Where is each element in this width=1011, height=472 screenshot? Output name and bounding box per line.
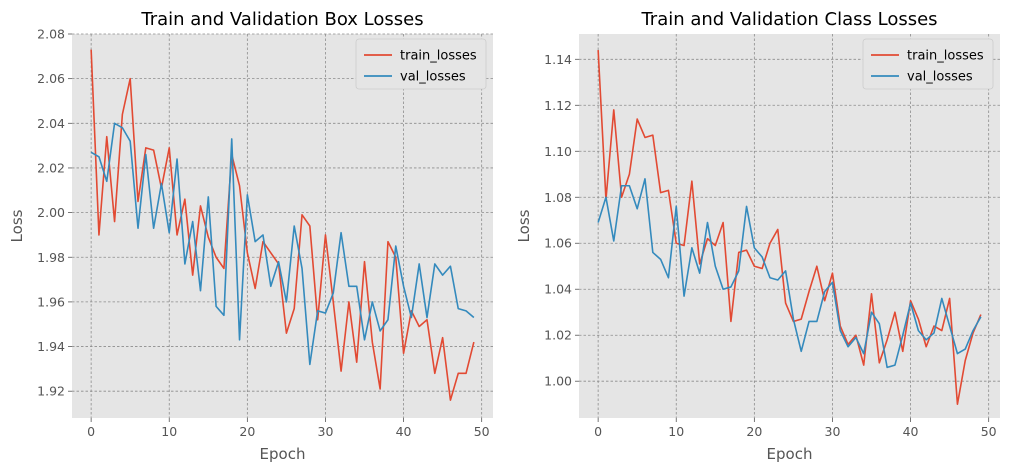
- y-tick-label: 1.10: [544, 144, 572, 159]
- x-tick-label: 30: [318, 424, 334, 439]
- y-tick-label: 2.08: [37, 27, 65, 42]
- y-tick-label: 2.00: [37, 205, 65, 220]
- x-axis-label: Epoch: [260, 445, 306, 463]
- y-tick-label: 1.94: [37, 339, 65, 354]
- series-line-val-losses: [597, 178, 982, 369]
- y-tick-label: 1.00: [544, 374, 572, 389]
- y-tick-label: 1.98: [37, 250, 65, 265]
- legend: train_losses val_losses: [355, 38, 487, 90]
- x-tick-label: 40: [396, 424, 412, 439]
- x-tick-label: 0: [87, 424, 95, 439]
- y-tick-label: 1.02: [544, 328, 572, 343]
- y-tick-label: 1.14: [544, 52, 572, 67]
- y-tick-label: 1.06: [544, 236, 572, 251]
- y-tick-label: 2.04: [37, 116, 65, 131]
- series-line-train-losses: [597, 50, 982, 406]
- legend-label: train_losses: [400, 49, 477, 64]
- y-tick-label: 1.04: [544, 282, 572, 297]
- y-axis-label: Loss: [515, 209, 533, 242]
- x-tick-label: 10: [668, 424, 684, 439]
- chart-title: Train and Validation Box Losses: [140, 9, 423, 30]
- legend: train_losses val_losses: [862, 38, 994, 90]
- x-tick-label: 40: [903, 424, 919, 439]
- class-loss-chart: 0 10 20 30 40 50 1.00 1.02 1.04 1.06 1.08 1.10 1.12 1…: [515, 9, 1000, 463]
- legend-label: val_losses: [400, 70, 466, 85]
- x-tick-label: 10: [161, 424, 177, 439]
- chart-title: Train and Validation Class Losses: [640, 9, 937, 30]
- y-tick-label: 1.12: [544, 98, 572, 113]
- x-tick-label: 50: [981, 424, 997, 439]
- x-tick-label: 20: [746, 424, 762, 439]
- x-tick-label: 50: [474, 424, 490, 439]
- x-tick-label: 20: [239, 424, 255, 439]
- x-axis-label: Epoch: [767, 445, 813, 463]
- y-axis-label: Loss: [8, 209, 26, 242]
- y-tick-label: 2.06: [37, 71, 65, 86]
- y-tick-label: 1.92: [37, 384, 65, 399]
- y-tick-label: 1.96: [37, 294, 65, 309]
- x-tick-label: 0: [594, 424, 602, 439]
- series-line-train-losses: [90, 49, 475, 401]
- plot-area: [72, 34, 493, 418]
- legend-label: val_losses: [907, 70, 973, 85]
- y-tick-label: 2.02: [37, 160, 65, 175]
- series-line-val-losses: [90, 122, 475, 366]
- box-loss-chart: 0 10 20 30 40 50 1.92 1.94 1.96 1.98 2.00 2.02 2.04 2…: [8, 9, 493, 463]
- legend-label: train_losses: [907, 49, 984, 64]
- plot-area: [579, 34, 1000, 418]
- x-tick-label: 30: [825, 424, 841, 439]
- y-tick-label: 1.08: [544, 190, 572, 205]
